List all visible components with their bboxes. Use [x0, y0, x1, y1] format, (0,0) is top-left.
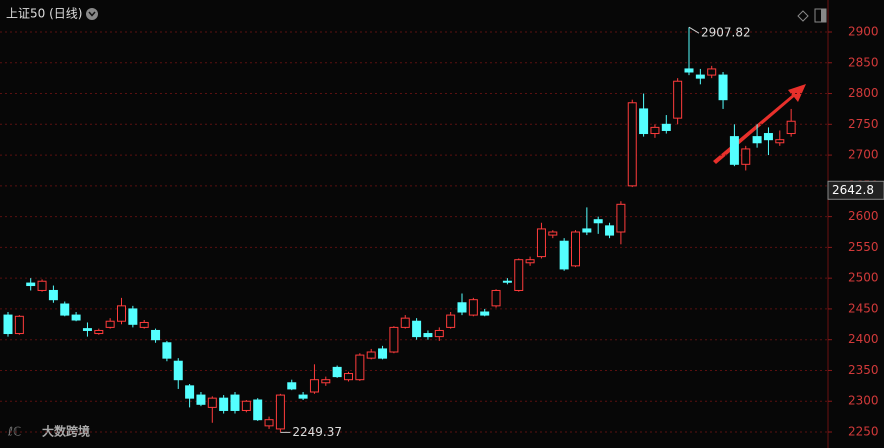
candle-body: [94, 329, 104, 335]
candle-body: [446, 314, 456, 328]
y-tick-label: 2900: [848, 25, 879, 39]
candle-body: [105, 320, 115, 328]
candle-body: [253, 399, 263, 421]
candle-body: [548, 231, 558, 236]
candle-body: [468, 299, 478, 316]
candle-body: [559, 240, 569, 270]
high-pointer: [688, 26, 700, 34]
candle-body: [593, 219, 603, 224]
y-tick-label: 2400: [848, 332, 879, 346]
candle-body: [684, 68, 694, 73]
candle-body: [639, 108, 649, 135]
y-tick-label: 2450: [848, 301, 879, 315]
candle-body: [536, 228, 546, 258]
last-price-label: 2642.8: [832, 183, 874, 197]
last-price-box: [827, 180, 884, 200]
candle-body: [355, 354, 365, 381]
candle-body: [605, 225, 615, 236]
candle-body: [309, 379, 319, 393]
candle-body: [241, 400, 251, 411]
candle-body: [741, 148, 751, 165]
candle-body: [525, 259, 535, 264]
chart-title: 上证50 (日线): [6, 7, 82, 21]
candle-body: [775, 139, 785, 144]
candle-body: [151, 329, 161, 341]
candle-body: [457, 302, 467, 313]
candle-body: [275, 394, 285, 430]
candle-body: [389, 326, 399, 353]
candle-body: [616, 203, 626, 233]
candle-body: [366, 351, 376, 359]
y-tick-label: 2550: [848, 240, 879, 254]
candle-body: [26, 282, 36, 287]
candle-body: [673, 80, 683, 119]
candle-body: [571, 231, 580, 267]
candle-body: [230, 394, 240, 411]
candle-body: [37, 280, 47, 291]
candle-body: [82, 328, 92, 331]
candle-body: [207, 397, 217, 408]
candle-body: [729, 136, 739, 165]
candle-body: [661, 123, 671, 131]
candle-body: [60, 303, 70, 316]
candle-body: [196, 394, 206, 405]
candle-body: [173, 360, 183, 381]
candle-body: [3, 314, 13, 335]
candle-body: [219, 397, 229, 411]
y-tick-label: 2850: [848, 55, 879, 69]
candle-body: [185, 385, 195, 399]
candle-body: [287, 382, 297, 390]
candle-body: [14, 315, 24, 335]
candle-body: [650, 126, 660, 135]
candle-body: [480, 311, 490, 316]
y-tick-label: 2250: [848, 425, 879, 439]
candle-body: [162, 342, 172, 359]
watermark: 大数跨境: [42, 424, 90, 439]
candle-body: [763, 133, 773, 141]
candle-body: [491, 289, 501, 307]
candle-body: [707, 68, 717, 76]
y-tick-label: 2750: [848, 117, 879, 131]
panel-icon-fill: [821, 9, 826, 22]
y-tick-label: 2800: [848, 86, 879, 100]
candle-body: [321, 379, 331, 384]
candle-body: [752, 136, 762, 144]
candle-body: [298, 394, 308, 399]
high-label: 2907.82: [701, 26, 751, 40]
y-tick-label: 2500: [848, 271, 879, 285]
candle-body: [71, 314, 81, 321]
candle-body: [514, 259, 524, 291]
candle-body: [412, 320, 422, 338]
y-tick-label: 2350: [848, 363, 879, 377]
candle-body: [378, 348, 388, 359]
candle-body: [434, 329, 444, 338]
candle-body: [423, 333, 433, 338]
y-tick-label: 2600: [848, 209, 879, 223]
candle-body: [117, 305, 126, 322]
candle-body: [695, 74, 705, 79]
candle-body: [139, 321, 149, 328]
dropdown-arrow: [88, 11, 96, 17]
low-label: 2249.37: [292, 425, 342, 439]
candle-body: [264, 419, 274, 427]
candle-body: [718, 74, 728, 101]
candle-body: [400, 317, 410, 328]
candle-body: [332, 366, 342, 378]
candle-body: [48, 289, 58, 301]
candle-body: [344, 373, 353, 381]
candle-body: [627, 102, 637, 187]
y-tick-label: 2300: [848, 394, 879, 408]
y-tick-label: 2700: [848, 148, 879, 162]
diamond-icon[interactable]: [797, 10, 809, 22]
candle-body: [582, 228, 592, 233]
dropdown-icon[interactable]: [86, 8, 98, 20]
candle-body: [786, 120, 796, 135]
candle-body: [502, 280, 512, 283]
logo-mark: ℓℂ: [7, 425, 22, 439]
candle-body: [128, 308, 138, 325]
